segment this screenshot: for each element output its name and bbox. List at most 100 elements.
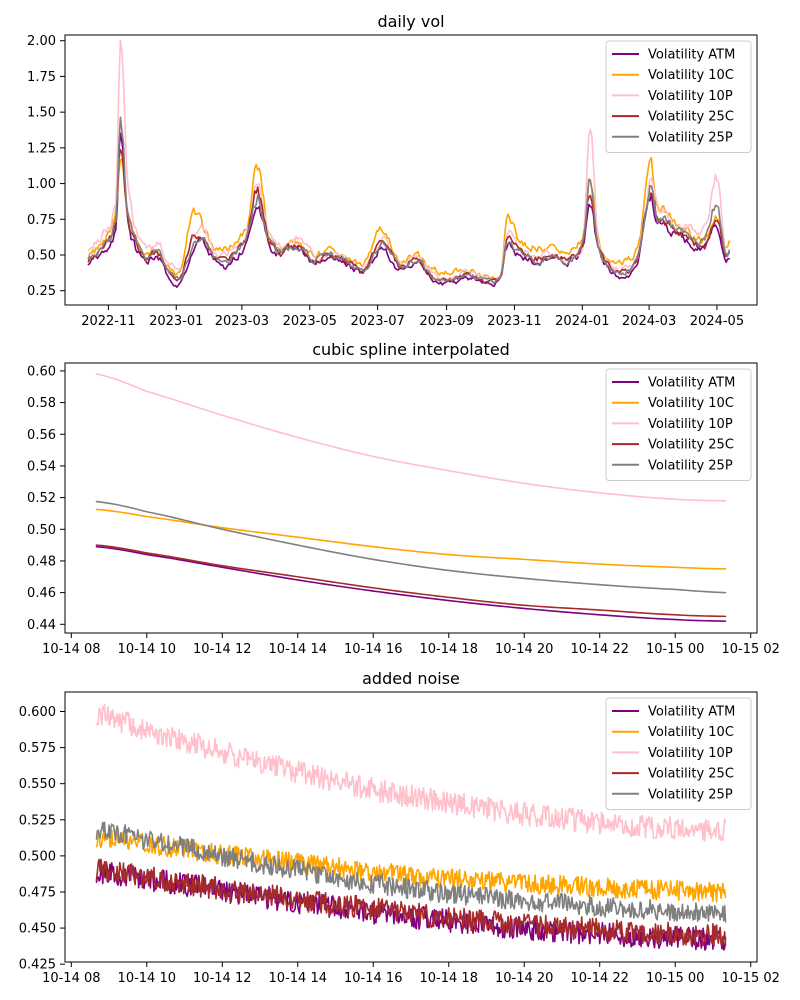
- x-tick-label: 10-14 10: [118, 642, 176, 657]
- x-tick-label: 10-14 20: [495, 642, 553, 657]
- legend-label-volatility-atm: Volatility ATM: [648, 705, 735, 720]
- chart-title: daily vol: [377, 12, 444, 31]
- legend-label-volatility-10p: Volatility 10P: [648, 89, 733, 104]
- y-tick-label: 2.00: [27, 34, 56, 49]
- y-tick-label: 0.52: [27, 491, 56, 506]
- x-tick-label: 10-15 02: [721, 971, 779, 986]
- series-lines: [87, 39, 730, 288]
- legend-label-volatility-25p: Volatility 25P: [648, 787, 733, 802]
- x-tick-label: 2023-11: [487, 314, 541, 329]
- y-axis: 0.25 0.50 0.75 1.00 1.25 1.50 1.75 2.00: [27, 34, 65, 299]
- legend-frame: [605, 40, 752, 153]
- x-tick-label: 10-14 12: [193, 971, 251, 986]
- x-tick-label: 10-14 08: [42, 642, 100, 657]
- y-tick-label: 0.575: [19, 741, 56, 756]
- x-tick-label: 10-14 14: [269, 971, 327, 986]
- legend-label-volatility-25p: Volatility 25P: [648, 458, 733, 473]
- chart-title: added noise: [362, 669, 460, 688]
- chart-panel-2: cubic spline interpolated 10-14 08 10-14 1…: [27, 340, 780, 657]
- series-line-volatility-10p: [95, 704, 727, 842]
- y-tick-label: 1.50: [27, 106, 56, 121]
- x-tick-label: 10-14 16: [344, 971, 402, 986]
- y-tick-label: 0.48: [27, 554, 56, 569]
- series-lines: [95, 704, 727, 951]
- legend-label-volatility-10c: Volatility 10C: [648, 725, 734, 740]
- x-tick-label: 2023-05: [283, 314, 337, 329]
- series-line-volatility-10p: [87, 39, 730, 283]
- legend-frame: [605, 368, 752, 481]
- axes-frame: [64, 691, 758, 963]
- y-tick-label: 0.425: [19, 958, 56, 973]
- legend-label-volatility-25c: Volatility 25C: [648, 767, 734, 782]
- y-tick-label: 0.60: [27, 364, 56, 379]
- legend-label-volatility-25p: Volatility 25P: [648, 130, 733, 145]
- y-tick-label: 0.75: [27, 213, 56, 228]
- series-line-volatility-25c: [95, 544, 727, 618]
- legend: Volatility ATM Volatility 10C Volatility 1…: [605, 40, 752, 153]
- x-tick-label: 10-14 18: [420, 971, 478, 986]
- y-tick-label: 0.56: [27, 428, 56, 443]
- legend-label-volatility-10c: Volatility 10C: [648, 68, 734, 83]
- x-axis: 2022-11 2023-01 2023-03 2023-05 2023-07 2023-…: [81, 305, 744, 329]
- x-axis: 10-14 08 10-14 10 10-14 12 10-14 14 10-14 16…: [42, 633, 780, 657]
- x-tick-label: 2023-09: [419, 314, 473, 329]
- legend-label-volatility-atm: Volatility ATM: [648, 376, 735, 391]
- y-tick-label: 0.450: [19, 922, 56, 937]
- legend-label-volatility-10p: Volatility 10P: [648, 746, 733, 761]
- legend-label-volatility-10c: Volatility 10C: [648, 396, 734, 411]
- x-tick-label: 10-14 08: [42, 971, 100, 986]
- y-axis: 0.425 0.450 0.475 0.500 0.525 0.550 0.575 0.600: [19, 705, 65, 973]
- y-tick-label: 0.50: [27, 249, 56, 264]
- y-axis: 0.44 0.46 0.48 0.50 0.52 0.54 0.56 0.58 0.60: [27, 364, 65, 633]
- series-line-volatility-atm: [87, 132, 730, 288]
- series-line-volatility-25p: [95, 821, 727, 923]
- series-line-volatility-25p: [95, 500, 727, 594]
- y-tick-label: 0.44: [27, 618, 56, 633]
- x-tick-label: 10-14 20: [495, 971, 553, 986]
- y-tick-label: 0.525: [19, 813, 56, 828]
- x-tick-label: 10-14 16: [344, 642, 402, 657]
- legend-label-volatility-25c: Volatility 25C: [648, 110, 734, 125]
- y-tick-label: 0.58: [27, 396, 56, 411]
- y-tick-label: 0.475: [19, 885, 56, 900]
- series-line-volatility-25c: [87, 148, 730, 285]
- y-tick-label: 1.25: [27, 141, 56, 156]
- x-tick-label: 10-14 14: [269, 642, 327, 657]
- x-tick-label: 10-14 22: [571, 971, 629, 986]
- series-line-volatility-25p: [87, 116, 730, 285]
- x-tick-label: 2023-01: [149, 314, 203, 329]
- series-line-volatility-25c: [95, 858, 727, 948]
- x-tick-label: 2024-01: [555, 314, 609, 329]
- axes-frame: [64, 34, 758, 306]
- x-tick-label: 10-14 22: [571, 642, 629, 657]
- y-tick-label: 0.46: [27, 586, 56, 601]
- legend-label-volatility-10p: Volatility 10P: [648, 417, 733, 432]
- x-tick-label: 2023-03: [215, 314, 269, 329]
- y-tick-label: 0.54: [27, 459, 56, 474]
- x-tick-label: 10-14 18: [420, 642, 478, 657]
- x-tick-label: 10-15 00: [646, 971, 704, 986]
- x-tick-label: 10-15 02: [721, 642, 779, 657]
- x-tick-label: 2024-03: [622, 314, 676, 329]
- y-tick-label: 1.00: [27, 177, 56, 192]
- legend: Volatility ATM Volatility 10C Volatility 1…: [605, 697, 752, 810]
- chart-title: cubic spline interpolated: [312, 340, 510, 359]
- y-tick-label: 0.550: [19, 777, 56, 792]
- y-tick-label: 0.500: [19, 849, 56, 864]
- y-tick-label: 0.25: [27, 284, 56, 299]
- y-tick-label: 1.75: [27, 70, 56, 85]
- legend: Volatility ATM Volatility 10C Volatility 1…: [605, 368, 752, 481]
- legend-label-volatility-25c: Volatility 25C: [648, 438, 734, 453]
- x-tick-label: 2024-05: [690, 314, 744, 329]
- x-tick-label: 2022-11: [81, 314, 135, 329]
- legend-frame: [605, 697, 752, 810]
- x-tick-label: 2023-07: [350, 314, 404, 329]
- x-axis: 10-14 08 10-14 10 10-14 12 10-14 14 10-14 16…: [42, 962, 780, 986]
- legend-label-volatility-atm: Volatility ATM: [648, 48, 735, 63]
- y-tick-label: 0.50: [27, 523, 56, 538]
- x-tick-label: 10-14 10: [118, 971, 176, 986]
